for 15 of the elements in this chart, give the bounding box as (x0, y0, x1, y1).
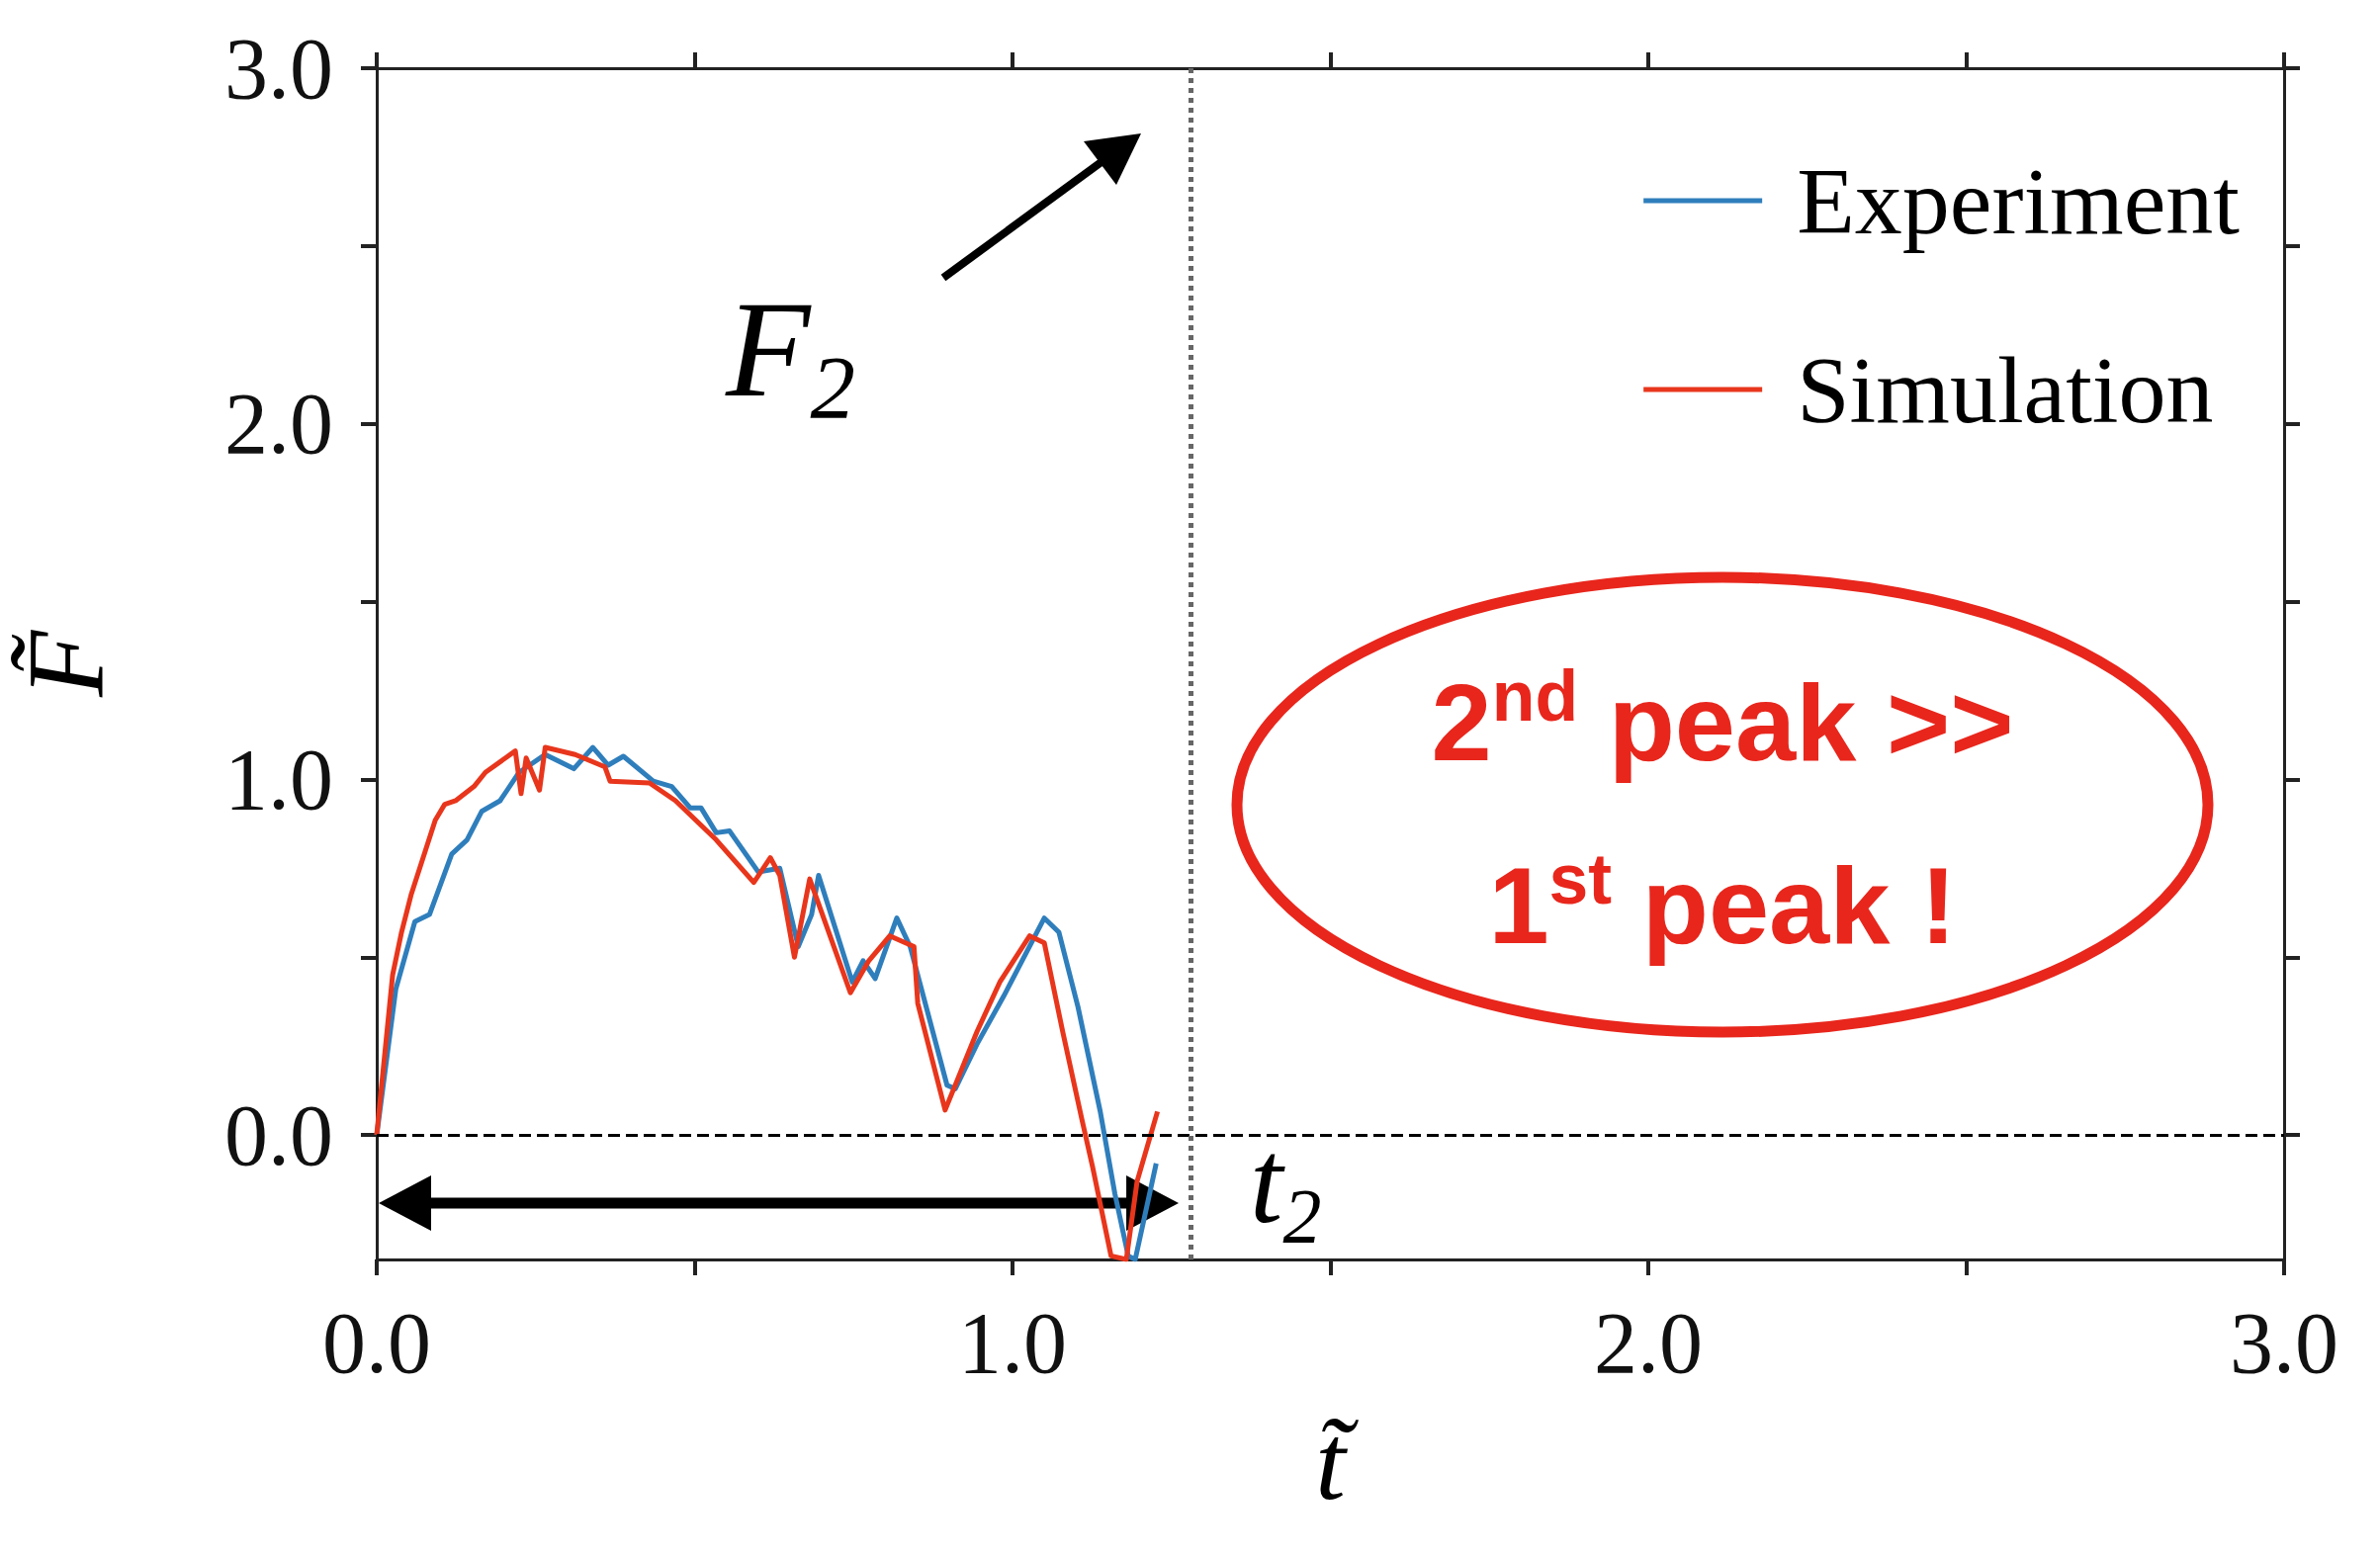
y-axis-title: F̃ (5, 629, 126, 699)
y-tick-label: 0.0 (224, 1086, 333, 1183)
x-tick-label: 0.0 (322, 1294, 431, 1391)
x-tick-label: 1.0 (958, 1294, 1067, 1391)
annotation: F$_{2}$ (725, 272, 856, 438)
annotation: 2$^{nd}$ peak >> 1$^{st}$ peak ! (1431, 656, 2014, 966)
legend-label: Experiment (1797, 147, 2241, 254)
legend-label: Simulation (1797, 336, 2214, 443)
x-axis-title: t̃ (1315, 1402, 1360, 1522)
x-tick-label: 3.0 (2230, 1294, 2338, 1391)
x-tick-label: 2.0 (1594, 1294, 1703, 1391)
ref-line-label: t$_{2}$ (1250, 1116, 1322, 1258)
y-tick-label: 3.0 (224, 20, 333, 117)
y-tick-label: 2.0 (224, 376, 333, 473)
y-tick-label: 1.0 (224, 731, 333, 827)
